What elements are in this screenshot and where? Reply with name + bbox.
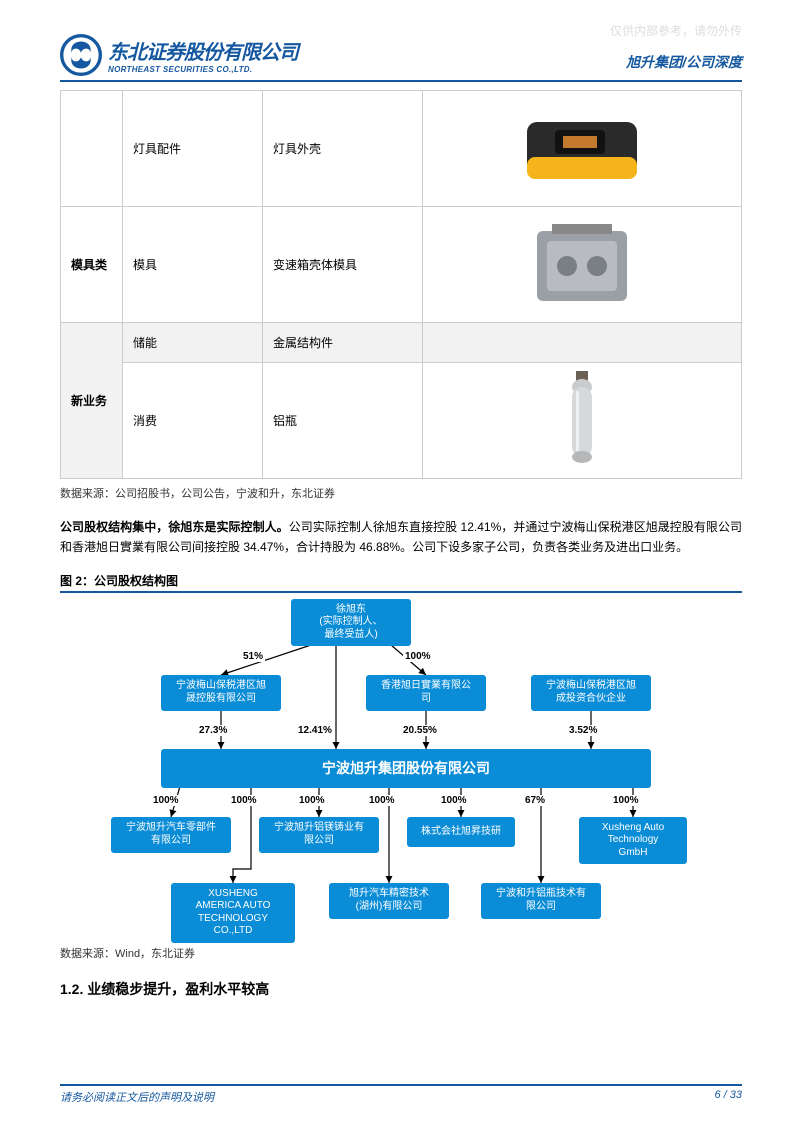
page-number: 6 / 33 [714,1089,742,1105]
sub-cell: 储能 [123,323,263,363]
edge-label: 100% [611,795,641,806]
product-bottle-icon [562,369,602,469]
org-node-n1: 宁波梅山保税港区旭晟控股有限公司 [161,675,281,711]
edge-label: 100% [229,795,259,806]
table-row: 新业务 储能 金属结构件 [61,323,742,363]
edge-label: 51% [241,651,265,662]
company-name-cn: 东北证券股份有限公司 [108,36,298,65]
edge-label: 3.52% [567,725,599,736]
product-table: 灯具配件 灯具外壳 模具类 模具 变速箱壳体模具 [60,90,742,479]
figure-2-source: 数据来源：Wind，东北证券 [60,945,742,961]
cat-cell: 新业务 [61,323,123,479]
sub-cell: 灯具配件 [123,91,263,207]
desc-cell: 灯具外壳 [263,91,423,207]
org-node-b1: XUSHENGAMERICA AUTOTECHNOLOGYCO.,LTD [171,883,295,943]
org-node-s1: 宁波旭升汽车零部件有限公司 [111,817,231,853]
edge-label: 100% [439,795,469,806]
org-node-b3: 宁波和升铝瓶技术有限公司 [481,883,601,919]
figure-2-title: 图 2：公司股权结构图 [60,572,742,589]
page-header: 东北证券股份有限公司 NORTHEAST SECURITIES CO.,LTD.… [60,34,742,82]
product-mold-icon [522,216,642,311]
logo-block: 东北证券股份有限公司 NORTHEAST SECURITIES CO.,LTD. [60,34,298,76]
org-node-top: 徐旭东(实际控制人、最终受益人) [291,599,411,647]
edge-label: 27.3% [197,725,229,736]
sub-cell: 消费 [123,363,263,479]
edge-label: 67% [523,795,547,806]
ownership-chart: 徐旭东(实际控制人、最终受益人) 宁波梅山保税港区旭晟控股有限公司 香港旭日實業有限… [101,599,701,939]
table-row: 模具类 模具 变速箱壳体模具 [61,207,742,323]
main-content: 灯具配件 灯具外壳 模具类 模具 变速箱壳体模具 [60,90,742,999]
org-node-s4: Xusheng AutoTechnologyGmbH [579,817,687,865]
product-lamp-shell-icon [517,102,647,192]
table-row: 消费 铝瓶 [61,363,742,479]
org-node-n2: 香港旭日實業有限公司 [366,675,486,711]
body-paragraph: 公司股权结构集中，徐旭东是实际控制人。公司实际控制人徐旭东直接控股 12.41%… [60,517,742,558]
company-name-en: NORTHEAST SECURITIES CO.,LTD. [108,65,298,74]
sub-cell: 模具 [123,207,263,323]
desc-cell: 铝瓶 [263,363,423,479]
desc-cell: 变速箱壳体模具 [263,207,423,323]
table-source: 数据来源：公司招股书，公司公告，宁波和升，东北证券 [60,485,742,501]
page-content: 东北证券股份有限公司 NORTHEAST SECURITIES CO.,LTD.… [0,0,802,1029]
img-cell [423,363,742,479]
figure-rule [60,591,742,593]
company-logo-icon [60,34,102,76]
page-footer: 请务必阅读正文后的声明及说明 6 / 33 [60,1084,742,1105]
img-cell [423,91,742,207]
edge-label: 100% [367,795,397,806]
org-node-s3: 株式会社旭昇技研 [407,817,515,847]
cat-cell [61,91,123,207]
edge-label: 100% [297,795,327,806]
para-bold: 公司股权结构集中，徐旭东是实际控制人。 [60,520,289,534]
org-node-n3: 宁波梅山保税港区旭成投资合伙企业 [531,675,651,711]
cat-cell: 模具类 [61,207,123,323]
edge-label: 100% [403,651,433,662]
edge-label: 100% [151,795,181,806]
edge-label: 12.41% [296,725,334,736]
img-cell [423,207,742,323]
org-node-main: 宁波旭升集团股份有限公司 [161,749,651,789]
header-right-title: 旭升集团/公司深度 [626,52,742,76]
logo-text: 东北证券股份有限公司 NORTHEAST SECURITIES CO.,LTD. [108,36,298,74]
img-cell [423,323,742,363]
footer-disclaimer: 请务必阅读正文后的声明及说明 [60,1089,214,1105]
org-node-b2: 旭升汽车精密技术(湖州)有限公司 [329,883,449,919]
table-row: 灯具配件 灯具外壳 [61,91,742,207]
watermark-text: 仅供内部参考，请勿外传 [610,22,742,39]
section-1-2-title: 1.2. 业绩稳步提升，盈利水平较高 [60,979,742,999]
desc-cell: 金属结构件 [263,323,423,363]
org-node-s2: 宁波旭升铝镁铸业有限公司 [259,817,379,853]
edge-label: 20.55% [401,725,439,736]
